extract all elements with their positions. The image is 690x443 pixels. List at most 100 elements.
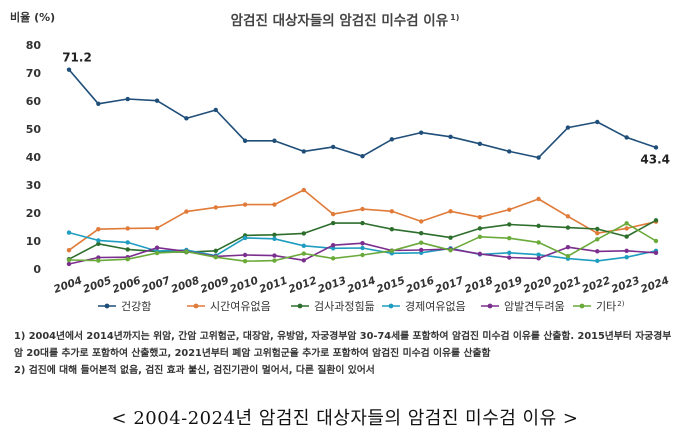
data-point-s5-2009: [213, 255, 218, 260]
data-point-s3-2010: [242, 235, 248, 241]
x-tick-label-2023: 2023: [610, 275, 642, 296]
data-point-s2-2020: [536, 223, 541, 229]
y-tick-label-70: 70: [26, 67, 42, 80]
series-points: [66, 67, 659, 267]
chart-legend: 건강함 시간여유없음 검사과정힘듦 경제여유없음 암발견두려움 기타2): [98, 300, 625, 313]
data-point-s0-2006: [125, 96, 130, 102]
data-point-s2-2005: [96, 241, 101, 246]
data-point-s1-2004: [66, 248, 72, 253]
x-tick-label-2020: 2020: [522, 275, 554, 296]
y-tick-label-10: 10: [26, 235, 42, 248]
data-point-s1-2023: [624, 226, 629, 231]
data-point-s2-2024: [653, 218, 659, 223]
footnote-1: 1) 2004년에서 2014년까지는 위암, 간암 고위험군, 대장암, 유방…: [14, 331, 672, 359]
data-point-s5-2019: [507, 236, 512, 241]
y-tick-label-80: 80: [26, 39, 42, 52]
x-tick-label-2015: 2015: [375, 275, 407, 296]
data-point-s1-2006: [125, 226, 130, 231]
legend-item-0: 건강함: [98, 300, 151, 313]
data-point-s1-2011: [272, 202, 277, 207]
x-tick-label-2010: 2010: [228, 275, 260, 296]
legend-swatch-dot: [388, 303, 394, 309]
legend-item-1: 시간여유없음: [187, 300, 271, 313]
data-point-s5-2011: [272, 258, 277, 263]
data-point-s2-2013: [330, 220, 336, 226]
y-axis-ticks: 0 10 20 30 40 50 60 70 80: [26, 39, 42, 276]
data-point-s0-2024: [653, 145, 659, 150]
data-point-s0-2005: [96, 101, 101, 107]
legend-swatch-dot: [193, 303, 199, 309]
data-point-s1-2008: [184, 209, 189, 214]
data-point-s4-2021: [565, 244, 571, 250]
legend-label-text: 암발견두려움: [504, 300, 565, 313]
data-point-s5-2013: [330, 256, 336, 261]
data-point-s4-2019: [507, 255, 512, 260]
figure-caption: < 2004-2024년 암검진 대상자들의 암검진 미수검 이유 >: [111, 408, 579, 429]
data-point-s4-2016: [419, 247, 424, 253]
x-tick-label-2024: 2024: [639, 275, 671, 296]
data-point-s2-2022: [595, 226, 600, 232]
data-point-s4-2013: [330, 243, 336, 248]
data-point-s2-2014: [360, 220, 365, 226]
footnotes: 1) 2004년에서 2014년까지는 위암, 간암 고위험군, 대장암, 유방…: [14, 328, 680, 379]
x-tick-label-2014: 2014: [346, 275, 378, 296]
data-point-s0-2020: [536, 155, 541, 160]
x-tick-label-2011: 2011: [258, 275, 290, 296]
legend-label-text: 건강함: [121, 300, 151, 313]
data-point-s5-2005: [96, 258, 101, 263]
data-point-s5-2006: [125, 257, 130, 262]
data-point-s2-2018: [477, 226, 483, 231]
data-point-s5-2004: [66, 257, 72, 263]
data-point-s0-2004: [66, 67, 72, 72]
data-point-s4-2020: [536, 256, 541, 261]
x-axis-ticks: 2004200520062007200820092010201120122013…: [52, 274, 671, 296]
data-point-s2-2017: [448, 235, 453, 240]
data-label-0: 71.2: [62, 51, 92, 65]
data-point-s5-2022: [595, 237, 600, 242]
x-tick-label-2013: 2013: [316, 275, 348, 296]
data-point-s1-2016: [419, 219, 424, 224]
chart-title-sup: 1): [450, 13, 459, 22]
x-tick-label-2008: 2008: [170, 275, 202, 296]
x-tick-label-2016: 2016: [404, 275, 436, 296]
data-point-s4-2018: [477, 251, 483, 257]
data-point-s3-2019: [507, 250, 512, 255]
legend-label: 암발견두려움: [504, 300, 565, 313]
chart-title: 암검진 대상자들의 암검진 미수검 이유 1): [231, 12, 460, 29]
data-annotations: 71.2 43.4: [62, 51, 670, 167]
x-tick-label-2019: 2019: [492, 275, 524, 296]
data-point-s2-2021: [565, 225, 571, 230]
data-point-s5-2018: [477, 234, 483, 239]
y-tick-label-60: 60: [26, 95, 42, 108]
data-point-s4-2012: [301, 258, 306, 263]
y-tick-label-40: 40: [26, 151, 42, 164]
legend-item-2: 검사과정힘듦: [291, 300, 375, 313]
legend-swatch-dot: [104, 303, 110, 309]
legend-label: 기타2): [596, 300, 625, 313]
data-point-s5-2021: [565, 253, 571, 259]
legend-item-5: 기타2): [573, 300, 625, 313]
data-point-s1-2017: [448, 209, 453, 214]
data-point-s3-2022: [595, 258, 600, 264]
data-point-s1-2020: [536, 196, 541, 202]
x-tick-label-2018: 2018: [463, 275, 495, 296]
legend-label-sup: 2): [617, 300, 624, 308]
legend-swatch-dot: [487, 303, 493, 309]
data-point-s1-2010: [242, 202, 248, 207]
data-point-s4-2023: [624, 248, 629, 253]
data-point-s3-2023: [624, 255, 629, 260]
data-point-s3-2004: [66, 230, 72, 235]
data-point-s5-2024: [653, 238, 659, 244]
data-point-s1-2015: [389, 209, 395, 214]
legend-swatch-dot: [297, 303, 303, 309]
data-point-s1-2018: [477, 215, 483, 220]
data-point-s0-2009: [213, 107, 218, 113]
data-point-s5-2010: [242, 258, 248, 264]
legend-label: 검사과정힘듦: [314, 300, 375, 313]
data-point-s2-2023: [624, 234, 629, 239]
data-point-s5-2012: [301, 251, 306, 256]
legend-label-text: 검사과정힘듦: [314, 300, 375, 313]
legend-label-text: 시간여유없음: [210, 300, 271, 313]
y-tick-label-50: 50: [26, 123, 42, 136]
